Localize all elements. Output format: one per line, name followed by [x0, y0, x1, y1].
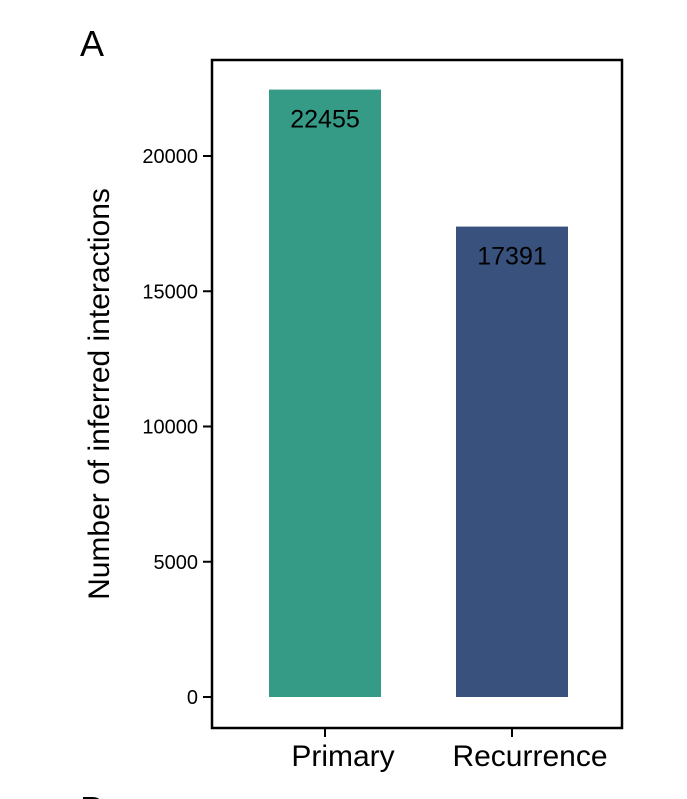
- data-label-recurrence: 17391: [477, 243, 547, 271]
- plot-frame: [210, 58, 624, 730]
- data-label-primary: 22455: [290, 106, 360, 134]
- y-axis-title: Number of inferred interactions: [83, 188, 116, 600]
- x-axis-ticks: Primary Recurrence: [291, 728, 608, 773]
- y-tick-label: 5000: [154, 552, 199, 574]
- y-axis-ticks: 0 5000 10000 15000 20000: [142, 146, 212, 709]
- x-tick-label-primary: Primary: [291, 740, 394, 773]
- bars: 22455 17391: [269, 89, 568, 698]
- panel-letter: A: [80, 23, 104, 64]
- next-panel-letter: B: [80, 789, 104, 799]
- y-tick-label: 0: [187, 687, 198, 709]
- x-tick-label-recurrence: Recurrence: [452, 740, 607, 773]
- y-tick-label: 20000: [142, 146, 198, 168]
- y-tick-label: 10000: [142, 417, 198, 439]
- bar-primary: [269, 89, 381, 698]
- bar-recurrence: [456, 226, 568, 697]
- y-tick-label: 15000: [142, 281, 198, 303]
